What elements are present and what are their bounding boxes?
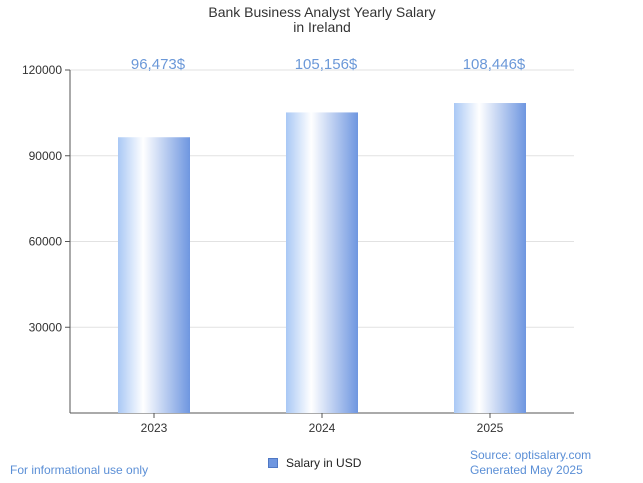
chart-title-line-1: Bank Business Analyst Yearly Salary <box>208 4 435 20</box>
y-tick-label: 120000 <box>22 63 62 77</box>
data-labels: 96,473$ 105,156$ 108,446$ <box>131 56 526 73</box>
x-axis-ticks: 2023 2024 2025 <box>141 413 504 435</box>
y-tick-label: 90000 <box>29 149 63 163</box>
chart-title-line-2: in Ireland <box>293 19 351 35</box>
data-label-2024: 105,156$ <box>295 56 358 73</box>
y-tick-label: 30000 <box>29 320 63 334</box>
x-tick-label: 2023 <box>141 421 168 435</box>
legend: Salary in USD <box>268 455 361 471</box>
data-label-2023: 96,473$ <box>131 56 186 73</box>
legend-swatch <box>268 458 278 468</box>
bar-2024 <box>286 112 358 413</box>
x-tick-label: 2025 <box>477 421 504 435</box>
footer-disclaimer: For informational use only <box>10 463 149 477</box>
y-axis-ticks: 30000 60000 90000 120000 <box>22 63 70 334</box>
y-tick-label: 60000 <box>29 235 63 249</box>
footer-source: Source: optisalary.com Generated May 202… <box>470 448 591 478</box>
data-label-2025: 108,446$ <box>463 56 526 73</box>
footer-source-line: Source: optisalary.com <box>470 448 592 462</box>
footer-generated-line: Generated May 2025 <box>470 463 583 477</box>
x-tick-label: 2024 <box>309 421 336 435</box>
bar-2023 <box>118 137 190 414</box>
bars-group <box>118 103 526 414</box>
legend-label: Salary in USD <box>286 456 362 470</box>
bar-2025 <box>454 103 526 414</box>
